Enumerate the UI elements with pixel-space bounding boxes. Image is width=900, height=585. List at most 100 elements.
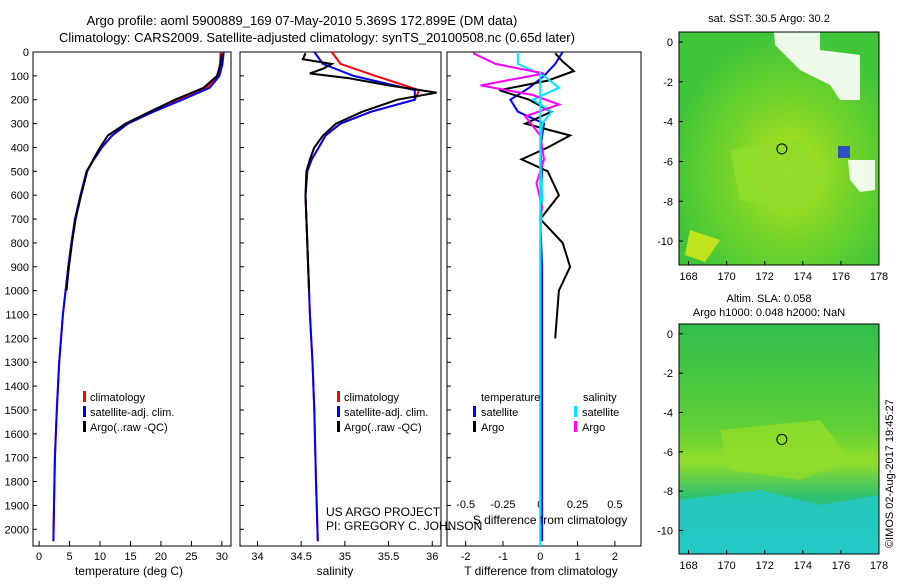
title-line2: Climatology: CARS2009. Satellite-adjuste… (59, 30, 575, 45)
salinity-xlabel: salinity (317, 564, 354, 578)
argo-location-marker (776, 143, 788, 155)
y-tick-label: 1600 (5, 429, 29, 441)
top-tick-label: -0.5 (456, 499, 475, 511)
y-tick-label: 200 (11, 95, 29, 107)
sst-texture (774, 32, 860, 100)
map-x-tick-label: 178 (870, 271, 888, 283)
top-tick-label: -0.25 (490, 499, 515, 511)
x-tick-label: 0 (36, 551, 42, 563)
map-y-tick-label: -6 (663, 156, 673, 168)
s-difference-xlabel: S difference from climatology (473, 513, 628, 527)
t-difference-xlabel: T difference from climatology (464, 564, 618, 578)
series-line-climatology (52, 51, 222, 542)
y-tick-label: 2000 (5, 524, 29, 536)
x-tick-label: -2 (461, 551, 471, 563)
series-line-climatology (304, 51, 421, 542)
legend-satellite-swatch (83, 406, 86, 417)
legend-satellite-clim: satellite-adj. clim. (344, 407, 428, 419)
legend-s-satellite: satellite (582, 407, 619, 419)
legend-argo-swatch (337, 421, 340, 432)
legend-t-satellite: satellite (481, 407, 518, 419)
map-x-tick-label: 172 (756, 271, 774, 283)
y-tick-label: 900 (11, 262, 29, 274)
x-tick-label: 34 (251, 551, 263, 563)
y-tick-label: 700 (11, 214, 29, 226)
map-y-tick-label: -10 (657, 236, 673, 248)
top-tick-label: 0.5 (607, 499, 622, 511)
legend-argo: Argo(..raw -QC) (90, 422, 168, 434)
sla-map-title-line1: Altim. SLA: 0.058 (727, 293, 812, 305)
x-tick-label: 30 (216, 551, 228, 563)
sst-texture (685, 230, 720, 262)
x-tick-label: 34.5 (290, 551, 311, 563)
legend-climatology: climatology (90, 392, 146, 404)
x-tick-label: 35.5 (378, 551, 399, 563)
x-tick-label: 0 (537, 551, 543, 563)
series-line-argo-raw-qc- (301, 52, 437, 291)
y-tick-label: 1500 (5, 405, 29, 417)
temperature-legend: climatology satellite-adj. clim. Argo(..… (83, 391, 174, 434)
x-tick-label: 35 (339, 551, 351, 563)
legend-salinity-head: salinity (583, 392, 617, 404)
legend-argo-swatch (83, 421, 86, 432)
salinity-plot: 34 34.5 35 35.5 36 (240, 51, 438, 563)
map-y-tick-label: 0 (667, 329, 673, 341)
sst-texture (838, 146, 850, 158)
legend-climatology-swatch (83, 391, 86, 402)
sla-map-title-line2: Argo h1000: 0.048 h2000: NaN (693, 307, 845, 319)
temperature-xlabel: temperature (deg C) (75, 564, 183, 578)
map-x-tick-label: 170 (717, 271, 735, 283)
series-line-temperature-argo (498, 52, 576, 339)
map-x-tick-label: 176 (832, 271, 850, 283)
map-y-tick-label: -2 (663, 368, 673, 380)
salinity-legend: climatology satellite-adj. clim. Argo(..… (337, 391, 428, 434)
map-y-tick-label: -8 (663, 486, 673, 498)
x-tick-label: 36 (426, 551, 438, 563)
sst-texture (730, 140, 830, 210)
legend-satellite-clim: satellite-adj. clim. (90, 407, 174, 419)
sst-map-frame (678, 31, 880, 266)
difference-panel-frame (446, 51, 642, 547)
x-tick-label: 15 (124, 551, 136, 563)
map-x-tick-label: 172 (756, 560, 774, 572)
x-tick-label: 1 (575, 551, 581, 563)
temperature-panel-frame (32, 51, 232, 547)
y-tick-label: 1400 (5, 381, 29, 393)
legend-t-satellite-swatch (473, 406, 476, 417)
legend-s-argo-swatch (574, 421, 577, 432)
salinity-panel-frame (239, 51, 442, 547)
argo-location-marker (776, 433, 788, 445)
map-x-tick-label: 170 (717, 560, 735, 572)
series-line-satellite-adj-clim- (52, 51, 225, 542)
legend-s-satellite-swatch (574, 406, 577, 417)
map-x-tick-label: 168 (679, 560, 697, 572)
depth-axis-ticks: 0 100 200 300 400 500 600 700 800 900 1000 1100 1200… (5, 47, 29, 536)
map-x-tick-label: 168 (679, 271, 697, 283)
legend-s-argo: Argo (582, 422, 605, 434)
y-tick-label: 0 (23, 47, 29, 59)
map-x-tick-label: 176 (832, 560, 850, 572)
y-tick-label: 1800 (5, 477, 29, 489)
sla-texture (679, 490, 879, 554)
sla-texture (720, 420, 850, 480)
y-tick-label: 500 (11, 166, 29, 178)
x-tick-label: 25 (185, 551, 197, 563)
series-line-temperature-satellite (509, 51, 564, 542)
sst-map-title: sat. SST: 30.5 Argo: 30.2 (708, 13, 830, 25)
sla-map-frame (678, 323, 880, 555)
sst-map: 168 170 172 174 176 178 0 -2 -4 -6 -8 -10 (657, 31, 888, 283)
y-tick-label: 1200 (5, 333, 29, 345)
series-line-argo-raw-qc- (65, 53, 223, 291)
pi-credit: PI: GREGORY C. JOHNSON (326, 519, 482, 533)
legend-argo: Argo(..raw -QC) (344, 422, 422, 434)
sla-map: 168 170 172 174 176 178 0 -2 -4 -6 -8 -10 (657, 323, 888, 572)
x-tick-label: 20 (155, 551, 167, 563)
y-tick-label: 1900 (5, 500, 29, 512)
map-y-tick-label: 0 (667, 37, 673, 49)
legend-t-argo-swatch (473, 421, 476, 432)
x-tick-label: 2 (612, 551, 618, 563)
y-tick-label: 1300 (5, 357, 29, 369)
y-tick-label: 1700 (5, 453, 29, 465)
